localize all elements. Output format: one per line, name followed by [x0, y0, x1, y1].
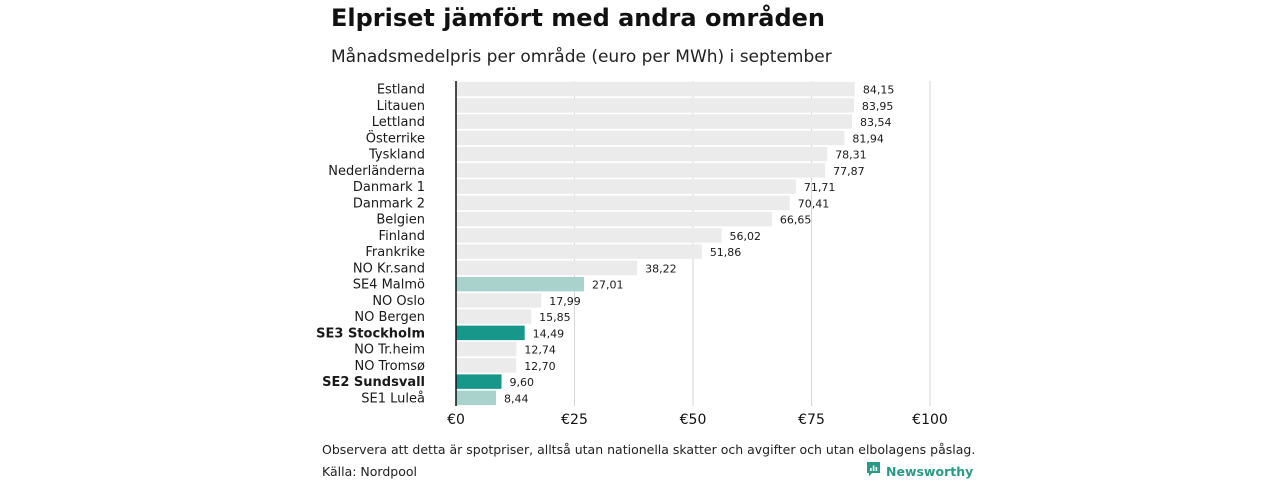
category-label: Estland	[377, 83, 425, 98]
value-label: 71,71	[804, 181, 836, 194]
bar	[456, 195, 790, 211]
category-label: Finland	[379, 229, 425, 244]
value-label: 83,54	[860, 116, 892, 129]
value-label: 51,86	[710, 246, 742, 259]
bar	[456, 211, 772, 227]
bar	[456, 341, 517, 357]
newsworthy-logo-icon	[866, 461, 881, 482]
bar-chart: EstlandLitauenLettlandÖsterrikeTysklandN…	[316, 81, 948, 428]
category-label: SE4 Malmö	[353, 278, 425, 293]
category-label: Danmark 1	[353, 180, 425, 195]
x-tick-label: €75	[798, 412, 825, 428]
bar	[456, 81, 855, 97]
chart-title: Elpriset jämfört med andra områden	[331, 4, 826, 32]
bar	[456, 114, 852, 129]
brand-name: Newsworthy	[886, 464, 974, 479]
value-label: 81,94	[852, 132, 884, 145]
value-label: 70,41	[798, 197, 830, 210]
x-tick-label: €100	[912, 412, 948, 428]
value-label: 83,95	[862, 100, 894, 113]
value-label: 77,87	[833, 165, 865, 178]
bar	[456, 276, 585, 292]
chart-subtitle: Månadsmedelpris per område (euro per MWh…	[331, 47, 832, 67]
category-label: SE3 Stockholm	[316, 326, 425, 341]
value-label: 15,85	[539, 311, 571, 324]
bar	[456, 260, 638, 276]
category-label: Danmark 2	[353, 196, 425, 211]
value-labels: 84,15 83,95 83,54 81,94 78,31 77,87 71,71 70,41…	[504, 84, 894, 406]
value-label: 12,70	[524, 360, 556, 373]
category-label: NO Tromsø	[354, 359, 425, 374]
category-labels: EstlandLitauenLettlandÖsterrikeTysklandN…	[316, 83, 425, 407]
category-label: NO Kr.sand	[353, 261, 425, 276]
category-label: Tyskland	[368, 148, 425, 163]
x-tick-label: €25	[561, 412, 588, 428]
value-label: 66,65	[780, 214, 812, 227]
value-label: 9,60	[510, 376, 535, 389]
value-label: 84,15	[863, 84, 895, 97]
category-label: Österrike	[366, 129, 425, 146]
bar	[456, 358, 517, 373]
category-label: Lettland	[372, 115, 425, 130]
category-label: Belgien	[376, 213, 425, 228]
value-label: 14,49	[533, 327, 565, 340]
value-label: 38,22	[645, 262, 677, 275]
bar	[456, 163, 826, 178]
category-label: NO Bergen	[354, 310, 425, 325]
category-label: SE1 Luleå	[361, 391, 425, 406]
value-label: 56,02	[730, 230, 762, 243]
category-label: SE2 Sundsvall	[322, 375, 425, 390]
bar	[456, 98, 854, 113]
value-label: 12,74	[524, 344, 556, 357]
bar	[456, 228, 722, 243]
value-label: 17,99	[549, 295, 581, 308]
bars	[456, 81, 855, 406]
category-label: Litauen	[377, 99, 425, 114]
bar	[456, 179, 796, 194]
x-tick-label: €50	[680, 412, 707, 428]
value-label: 27,01	[592, 279, 624, 292]
bar	[456, 390, 497, 406]
category-label: NO Oslo	[372, 294, 425, 309]
bar	[456, 325, 525, 341]
bar	[456, 146, 828, 162]
bar	[456, 309, 532, 324]
category-label: Frankrike	[365, 245, 425, 260]
value-label: 8,44	[504, 392, 529, 405]
footnote: Observera att detta är spotpriser, allts…	[322, 442, 976, 457]
x-tick-label: €0	[447, 412, 465, 428]
category-label: Nederländerna	[328, 164, 425, 179]
x-axis-ticks: €0 €25 €50 €75 €100	[447, 412, 948, 428]
bar	[456, 244, 702, 259]
bar	[456, 130, 845, 146]
brand-logo[interactable]: Newsworthy	[866, 461, 973, 482]
bar	[456, 293, 542, 308]
bar	[456, 374, 502, 389]
value-label: 78,31	[835, 149, 867, 162]
grid-lines	[574, 81, 931, 406]
category-label: NO Tr.heim	[354, 343, 425, 358]
source-label: Källa: Nordpool	[322, 464, 417, 479]
